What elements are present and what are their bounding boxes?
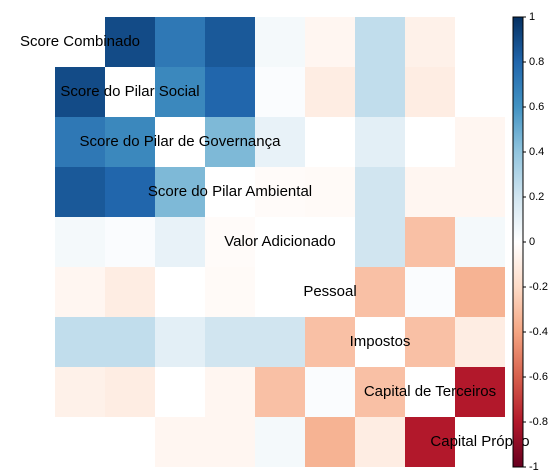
cell (355, 67, 405, 117)
cell (205, 317, 255, 367)
cell (305, 67, 355, 117)
diag-label: Pessoal (303, 283, 356, 300)
cell (105, 117, 155, 167)
cell (105, 367, 155, 417)
cell (55, 267, 105, 317)
cell (55, 417, 105, 467)
cell (155, 267, 205, 317)
cell (55, 117, 105, 167)
cell (455, 67, 505, 117)
colorbar-tick-label: 0.4 (529, 146, 544, 158)
diag-label: Capital Próprio (430, 433, 529, 450)
cell (55, 367, 105, 417)
diag-label: Valor Adicionado (224, 233, 335, 250)
cell (405, 417, 455, 467)
cell (255, 67, 305, 117)
cell (455, 167, 505, 217)
cell (305, 367, 355, 417)
cell (455, 217, 505, 267)
cell (305, 17, 355, 67)
cell (155, 67, 205, 117)
colorbar-tick-label: 0.6 (529, 101, 544, 113)
cell (405, 117, 455, 167)
cell (405, 317, 455, 367)
cell (305, 117, 355, 167)
diag-label: Score do Pilar Ambiental (148, 183, 312, 200)
cell (205, 417, 255, 467)
cell (155, 417, 205, 467)
cell (205, 367, 255, 417)
colorbar-tick-label: -0.6 (529, 371, 548, 383)
cell (405, 167, 455, 217)
cell (305, 217, 355, 267)
cell (105, 267, 155, 317)
diag-label: Score Combinado (20, 33, 140, 50)
colorbar-tick-label: 1 (529, 11, 535, 23)
cell (455, 17, 505, 67)
cell (205, 117, 255, 167)
colorbar (512, 16, 524, 468)
colorbar-tick-label: -0.4 (529, 326, 548, 338)
cell (105, 217, 155, 267)
cell (255, 167, 305, 217)
cell (405, 267, 455, 317)
cell (355, 217, 405, 267)
cell (305, 417, 355, 467)
cell (355, 367, 405, 417)
diag-label: Score do Pilar de Governança (80, 133, 282, 150)
cell (405, 67, 455, 117)
cell (255, 367, 305, 417)
diag-label: Impostos (350, 333, 411, 350)
cell (355, 417, 405, 467)
diag-label: Capital de Terceiros (364, 383, 496, 400)
cell (205, 217, 255, 267)
colorbar-tick-label: -1 (529, 461, 539, 473)
cell (205, 267, 255, 317)
colorbar-tick-label: -0.2 (529, 281, 548, 293)
colorbar-tick-label: 0 (529, 236, 535, 248)
cell (155, 217, 205, 267)
cell (305, 167, 355, 217)
colorbar-tick-label: 0.8 (529, 56, 544, 68)
cell (455, 267, 505, 317)
cell (255, 267, 305, 317)
cell (355, 267, 405, 317)
cell (305, 317, 355, 367)
colorbar-tick-label: -0.8 (529, 416, 548, 428)
cell (55, 167, 105, 217)
cell (55, 317, 105, 367)
cell (155, 17, 205, 67)
cell (455, 117, 505, 167)
cell (105, 417, 155, 467)
cell (255, 117, 305, 167)
diag-label: Score do Pilar Social (60, 83, 199, 100)
cell (155, 167, 205, 217)
cell (405, 217, 455, 267)
cell (455, 317, 505, 367)
cell (205, 17, 255, 67)
cell (355, 167, 405, 217)
cell (105, 167, 155, 217)
cell (55, 217, 105, 267)
cell (105, 317, 155, 367)
cell (455, 367, 505, 417)
cell (355, 117, 405, 167)
cell (205, 67, 255, 117)
cell (255, 317, 305, 367)
cell (105, 17, 155, 67)
cell (55, 67, 105, 117)
cell (255, 417, 305, 467)
cell (355, 17, 405, 67)
cell (155, 367, 205, 417)
cell (155, 317, 205, 367)
colorbar-tick-label: 0.2 (529, 191, 544, 203)
cell (405, 17, 455, 67)
cell (255, 17, 305, 67)
